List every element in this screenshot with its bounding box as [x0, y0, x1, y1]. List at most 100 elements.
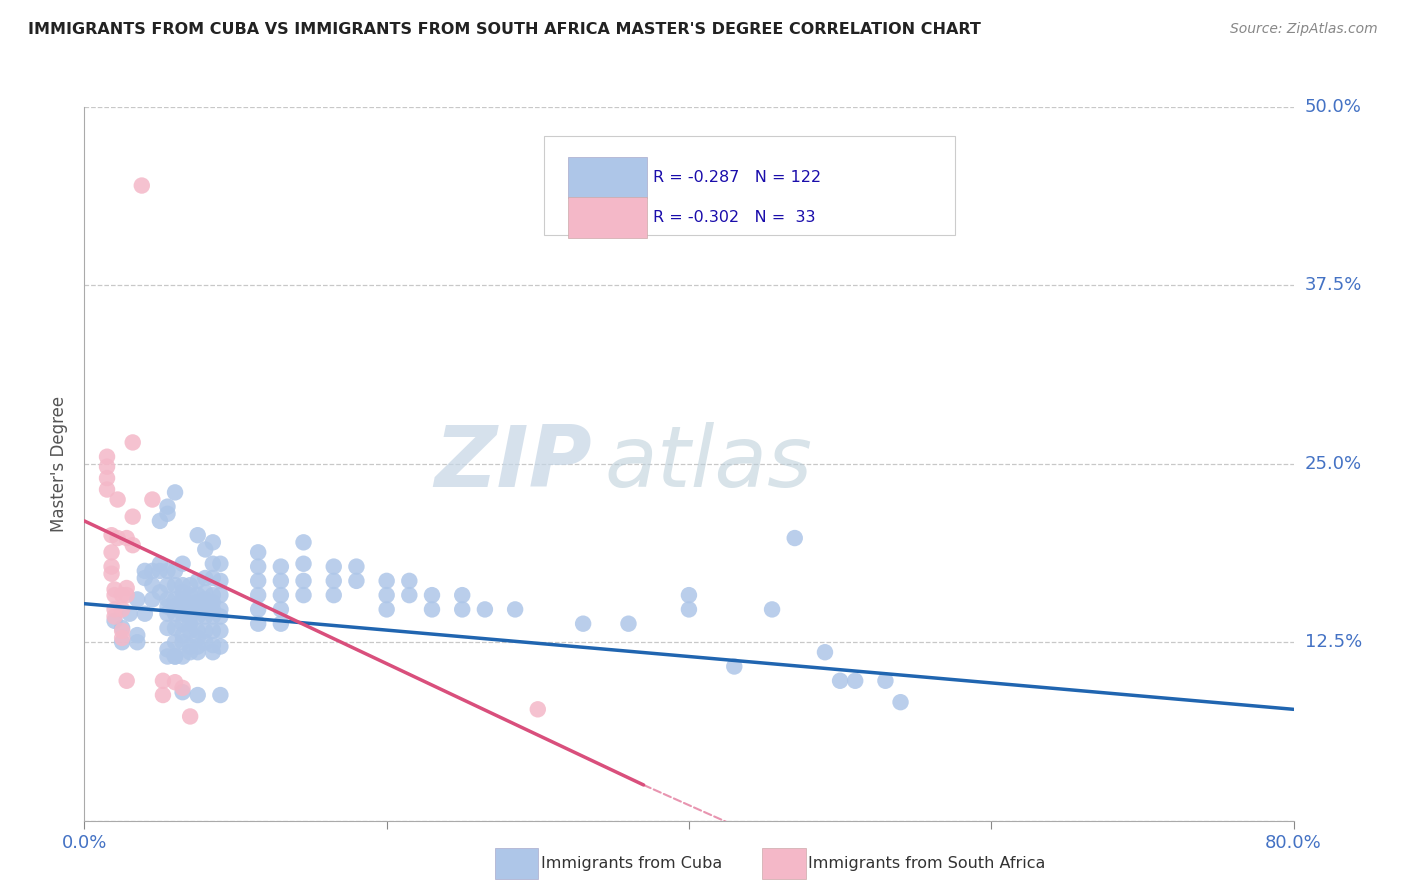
- Point: [179, 624, 201, 638]
- Point: [100, 545, 122, 559]
- Point: [118, 607, 141, 621]
- Point: [149, 564, 172, 578]
- Point: [875, 673, 897, 688]
- Point: [194, 592, 217, 607]
- Point: [201, 535, 224, 549]
- Text: Immigrants from Cuba: Immigrants from Cuba: [541, 856, 723, 871]
- Point: [179, 709, 201, 723]
- Point: [503, 602, 526, 616]
- Point: [149, 585, 172, 599]
- Point: [526, 702, 548, 716]
- Point: [187, 640, 209, 654]
- Point: [194, 597, 217, 611]
- Point: [115, 531, 138, 545]
- Point: [104, 602, 127, 616]
- Point: [187, 574, 209, 588]
- Text: Source: ZipAtlas.com: Source: ZipAtlas.com: [1230, 22, 1378, 37]
- Point: [247, 602, 270, 616]
- Point: [201, 595, 224, 609]
- Point: [420, 588, 443, 602]
- Text: 12.5%: 12.5%: [1305, 633, 1362, 651]
- Point: [156, 500, 179, 514]
- Point: [270, 616, 292, 631]
- Point: [107, 492, 129, 507]
- Point: [111, 621, 134, 635]
- Point: [209, 602, 232, 616]
- Point: [141, 492, 163, 507]
- Point: [152, 673, 174, 688]
- Point: [209, 557, 232, 571]
- Point: [115, 588, 138, 602]
- Point: [247, 559, 270, 574]
- Point: [194, 585, 217, 599]
- Point: [96, 471, 118, 485]
- Point: [115, 581, 138, 595]
- Text: R = -0.302   N =  33: R = -0.302 N = 33: [652, 210, 815, 225]
- Point: [172, 616, 194, 631]
- Point: [163, 592, 186, 607]
- Point: [156, 649, 179, 664]
- Point: [247, 616, 270, 631]
- Point: [104, 614, 127, 628]
- Point: [187, 602, 209, 616]
- Point: [179, 602, 201, 616]
- Point: [163, 578, 186, 592]
- Point: [247, 545, 270, 559]
- Point: [209, 624, 232, 638]
- Point: [270, 559, 292, 574]
- Point: [134, 564, 156, 578]
- Point: [127, 628, 149, 642]
- Point: [201, 624, 224, 638]
- Point: [115, 673, 138, 688]
- Point: [163, 485, 186, 500]
- Point: [890, 695, 912, 709]
- Point: [127, 635, 149, 649]
- Point: [398, 588, 420, 602]
- Point: [322, 588, 344, 602]
- Point: [194, 571, 217, 585]
- Point: [209, 688, 232, 702]
- Point: [163, 599, 186, 614]
- Point: [121, 509, 143, 524]
- Point: [830, 673, 852, 688]
- Point: [156, 564, 179, 578]
- Point: [134, 607, 156, 621]
- Text: atlas: atlas: [605, 422, 813, 506]
- Point: [451, 588, 474, 602]
- Point: [194, 609, 217, 624]
- FancyBboxPatch shape: [568, 197, 647, 238]
- Point: [100, 566, 122, 581]
- Point: [156, 607, 179, 621]
- Point: [172, 681, 194, 695]
- Point: [187, 631, 209, 645]
- Point: [201, 638, 224, 652]
- Point: [131, 178, 153, 193]
- Point: [187, 645, 209, 659]
- Point: [96, 459, 118, 474]
- Point: [156, 507, 179, 521]
- Point: [156, 592, 179, 607]
- Point: [420, 602, 443, 616]
- Point: [172, 585, 194, 599]
- Point: [201, 602, 224, 616]
- Text: 37.5%: 37.5%: [1305, 277, 1362, 294]
- Point: [100, 528, 122, 542]
- Point: [194, 635, 217, 649]
- Point: [346, 574, 368, 588]
- Point: [209, 609, 232, 624]
- Point: [163, 607, 186, 621]
- Text: 25.0%: 25.0%: [1305, 455, 1362, 473]
- Point: [141, 564, 163, 578]
- Point: [451, 602, 474, 616]
- Point: [100, 559, 122, 574]
- Point: [187, 588, 209, 602]
- Point: [163, 635, 186, 649]
- Point: [111, 631, 134, 645]
- Point: [104, 609, 127, 624]
- Point: [783, 531, 806, 545]
- Point: [163, 621, 186, 635]
- Point: [96, 450, 118, 464]
- Point: [201, 571, 224, 585]
- Point: [209, 640, 232, 654]
- Point: [141, 578, 163, 592]
